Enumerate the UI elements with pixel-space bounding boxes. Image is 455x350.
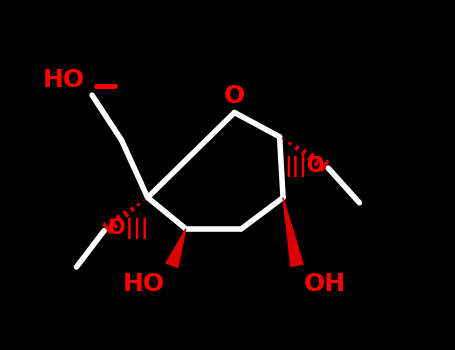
Text: O: O [224, 84, 245, 108]
Polygon shape [166, 229, 186, 267]
Polygon shape [283, 197, 303, 267]
Text: OH: OH [304, 272, 346, 296]
Text: O|||: O||| [108, 218, 148, 239]
Text: HO: HO [43, 68, 85, 92]
Text: |||O: |||O [284, 156, 325, 177]
Text: HO: HO [123, 272, 165, 296]
